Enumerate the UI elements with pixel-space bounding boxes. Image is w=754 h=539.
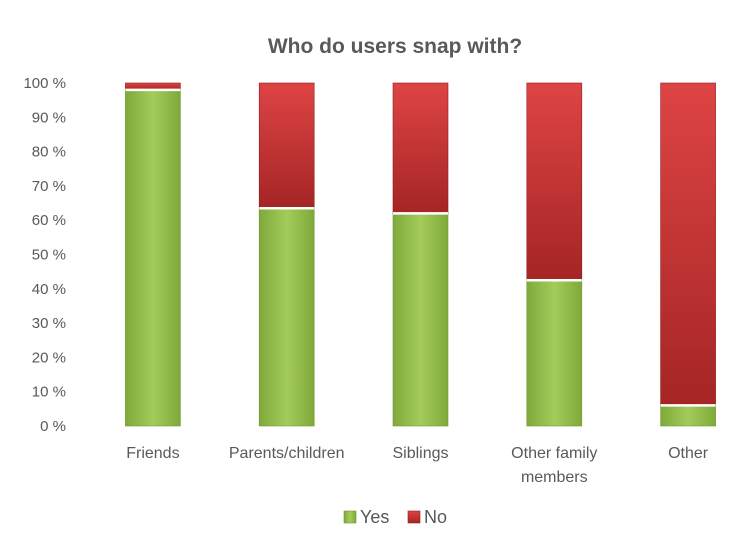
bar-no	[258, 82, 315, 209]
x-category-label: members	[521, 469, 588, 486]
y-tick-label: 40 %	[32, 281, 66, 298]
x-category-label: Other	[668, 445, 709, 462]
bar-no	[660, 82, 716, 406]
bar-no	[526, 82, 583, 281]
x-category-label: Parents/children	[229, 445, 345, 462]
bar-yes	[660, 405, 716, 427]
bar-no	[392, 82, 449, 214]
bar-yes	[526, 279, 583, 427]
legend-label-yes: Yes	[360, 507, 389, 527]
bars	[125, 82, 716, 427]
x-category-label: Other family	[511, 445, 597, 462]
y-tick-label: 80 %	[32, 144, 66, 161]
y-tick-label: 100 %	[23, 75, 66, 92]
y-tick-label: 20 %	[32, 349, 66, 366]
legend-label-no: No	[424, 507, 447, 527]
bar-yes	[392, 213, 449, 427]
y-tick-label: 30 %	[32, 315, 66, 332]
chart-title: Who do users snap with?	[268, 35, 522, 58]
y-tick-label: 70 %	[32, 178, 66, 195]
y-tick-label: 60 %	[32, 212, 66, 229]
y-tick-label: 0 %	[40, 418, 66, 435]
legend-swatch-no	[407, 510, 421, 524]
x-axis: Friends Parents/children Siblings Other fam…	[126, 445, 709, 486]
bar-yes	[258, 207, 315, 427]
legend-swatch-yes	[343, 510, 357, 524]
y-axis: 0 % 10 % 20 % 30 % 40 % 50 % 60 % 70 % 80 % 90 % 1…	[23, 75, 66, 435]
bar-yes	[125, 89, 181, 427]
y-tick-label: 90 %	[32, 109, 66, 126]
y-tick-label: 50 %	[32, 247, 66, 264]
legend: Yes No	[343, 507, 447, 527]
x-category-label: Siblings	[392, 445, 448, 462]
x-category-label: Friends	[126, 445, 179, 462]
y-tick-label: 10 %	[32, 384, 66, 401]
